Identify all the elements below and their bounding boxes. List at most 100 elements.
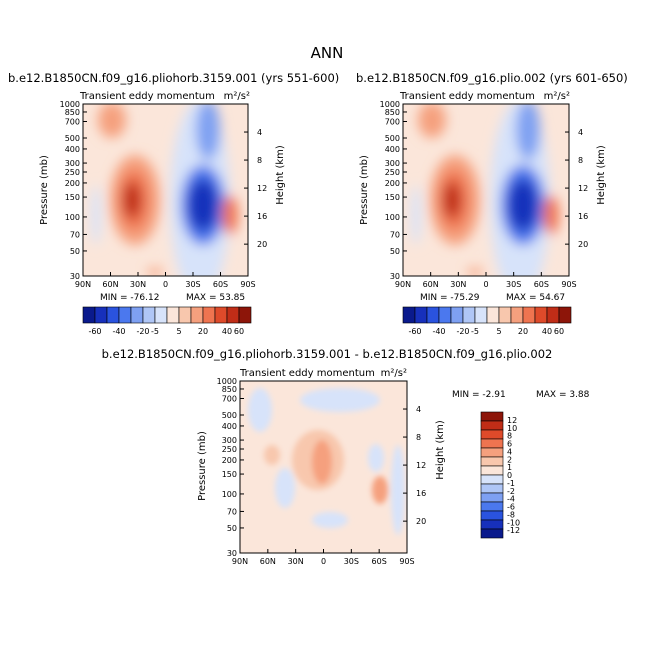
panel-3: b.e12.B1850CN.f09_g16.pliohorb.3159.001 … xyxy=(102,347,590,566)
panel-2-colorbar-swatch xyxy=(414,306,428,324)
panel-3-ytick-right-label: 4 xyxy=(416,405,421,414)
panel-1-ytick-right-label: 4 xyxy=(257,128,262,137)
panel-3-colorbar-label: 1 xyxy=(507,463,512,472)
panel-3-variable: Transient eddy momentum xyxy=(239,368,375,379)
panel-2-ytick-label: 1000 xyxy=(380,100,400,109)
panel-3-colorbar-swatch xyxy=(480,447,504,458)
panel-3-neg-4 xyxy=(368,444,384,472)
panel-3-colorbar-label: -8 xyxy=(507,510,515,519)
panel-2-ytick-right-label: 12 xyxy=(578,184,588,193)
panel-3-colorbar-label: 2 xyxy=(507,455,512,464)
panel-3-neg-3 xyxy=(300,388,380,412)
panel-2-min: MIN = -75.29 xyxy=(420,293,480,303)
panel-2-colorbar-label: -40 xyxy=(432,327,445,336)
panel-3-colorbar-swatch xyxy=(480,456,504,467)
panel-2-xtick-label: 90S xyxy=(561,280,576,289)
panel-3-ytick-label: 250 xyxy=(222,445,237,454)
panel-2-ticks: 90N 60N 30N 0 30S 60S 90S 30 50 70 100 150 200 250300… xyxy=(380,100,589,289)
panel-1-colorbar-swatch xyxy=(202,306,216,324)
panel-2-xtick-label: 60N xyxy=(423,280,439,289)
panel-2-neg-core xyxy=(508,179,538,231)
panel-2-colorbar-label: 40 xyxy=(542,327,552,336)
panel-3-colorbar-swatch xyxy=(480,519,504,530)
panel-3-xtick-label: 30N xyxy=(288,557,304,566)
panel-2-colorbar-swatch xyxy=(546,306,560,324)
panel-1-pos-surface xyxy=(147,268,163,276)
panel-1-colorbar-label: 20 xyxy=(198,327,208,336)
panel-3-ylabel-right: Height (km) xyxy=(435,420,446,480)
panel-3-colorbar-label: 8 xyxy=(507,432,512,441)
panel-2-colorbar-label: -60 xyxy=(408,327,421,336)
panel-2: b.e12.B1850CN.f09_g16.plio.002 (yrs 601-… xyxy=(356,71,628,336)
panel-3-neg-5 xyxy=(391,445,405,535)
panel-1-xtick-label: 0 xyxy=(163,280,168,289)
panel-2-colorbar: -60 -40 -20 -5 5 20 40 60 xyxy=(402,306,572,336)
panel-2-ytick-label: 100 xyxy=(385,213,400,222)
panel-3-ytick-label: 850 xyxy=(222,385,237,394)
panel-1-colorbar-swatch xyxy=(166,306,180,324)
panel-2-colorbar-label: 5 xyxy=(496,327,501,336)
panel-3-ytick-label: 400 xyxy=(222,422,237,431)
panel-1-ytick-label: 1000 xyxy=(60,100,80,109)
panel-2-neg-polar xyxy=(411,185,421,245)
panel-2-ytick-label: 400 xyxy=(385,145,400,154)
panel-3-neg-2 xyxy=(275,468,295,508)
panel-1-pos-core xyxy=(123,182,141,218)
panel-2-ytick-label: 700 xyxy=(385,117,400,126)
panel-2-colorbar-label: -5 xyxy=(471,327,479,336)
panel-2-xtick-label: 60S xyxy=(534,280,549,289)
panel-3-ytick-right-label: 20 xyxy=(416,517,426,526)
panel-3-colorbar-label: 6 xyxy=(507,440,512,449)
panel-1-ytick-label: 250 xyxy=(65,168,80,177)
panel-2-ytick-label: 200 xyxy=(385,179,400,188)
panel-2-colorbar-swatch xyxy=(402,306,416,324)
panel-2-pos-upper xyxy=(418,104,446,138)
panel-1-ylabel: Pressure (mb) xyxy=(39,155,50,225)
panel-3-colorbar-label: -12 xyxy=(507,526,520,535)
panel-3-title: b.e12.B1850CN.f09_g16.pliohorb.3159.001 … xyxy=(102,347,553,361)
panel-3-neg-1 xyxy=(248,388,272,432)
panel-1-colorbar-label: -60 xyxy=(88,327,101,336)
panel-3-colorbar-label: -10 xyxy=(507,518,520,527)
panel-3-colorbar-swatch xyxy=(480,501,504,512)
panel-1-colorbar-swatch xyxy=(226,306,240,324)
panel-1-ytick-label: 300 xyxy=(65,159,80,168)
panel-2-pos-surface xyxy=(467,268,483,276)
panel-3-colorbar-swatch xyxy=(480,510,504,521)
panel-2-ylabel: Pressure (mb) xyxy=(359,155,370,225)
panel-3-colorbar-swatch xyxy=(480,483,504,494)
panel-3-ylabel: Pressure (mb) xyxy=(197,431,208,501)
panel-2-colorbar-swatch xyxy=(426,306,440,324)
panel-2-max: MAX = 54.67 xyxy=(506,293,565,303)
panel-1-colorbar-label: 40 xyxy=(222,327,232,336)
panel-2-units: m²/s² xyxy=(544,91,570,102)
panel-2-colorbar-swatch xyxy=(558,306,572,324)
panel-1-ytick-right-label: 16 xyxy=(257,212,267,221)
panel-2-colorbar-swatch xyxy=(450,306,464,324)
panel-2-xtick-label: 30N xyxy=(450,280,466,289)
panel-3-colorbar-label: 0 xyxy=(507,471,512,480)
panel-1-ytick-label: 150 xyxy=(65,193,80,202)
panel-1-colorbar-swatch xyxy=(94,306,108,324)
panel-2-colorbar-swatch xyxy=(510,306,524,324)
panel-2-colorbar-swatch xyxy=(534,306,548,324)
panel-3-pos-nh xyxy=(264,445,280,465)
panel-1-neg-core xyxy=(188,179,218,231)
panel-1-xtick-label: 60S xyxy=(213,280,228,289)
panel-1-ticks: 90N 60N 30N 0 30S 60S 90S 30 50 70 100 150 200 250300… xyxy=(60,100,268,289)
panel-3-ytick-label: 200 xyxy=(222,456,237,465)
panel-1-ytick-right-label: 12 xyxy=(257,184,267,193)
panel-1-xtick-label: 90S xyxy=(240,280,255,289)
panel-2-ytick-label: 500 xyxy=(385,134,400,143)
panel-2-colorbar-swatch xyxy=(462,306,476,324)
panel-1-pos-sh xyxy=(222,195,238,235)
panel-1-ytick-right-label: 20 xyxy=(257,240,267,249)
panel-2-ytick-right-label: 8 xyxy=(578,156,583,165)
panel-3-ytick-label: 50 xyxy=(227,524,237,533)
panel-1: b.e12.B1850CN.f09_g16.pliohorb.3159.001 … xyxy=(8,71,339,336)
panel-1-xtick-label: 60N xyxy=(102,280,118,289)
panel-2-ytick-label: 850 xyxy=(385,108,400,117)
panel-3-xtick-label: 0 xyxy=(321,557,326,566)
panel-1-colorbar-label: -5 xyxy=(151,327,159,336)
